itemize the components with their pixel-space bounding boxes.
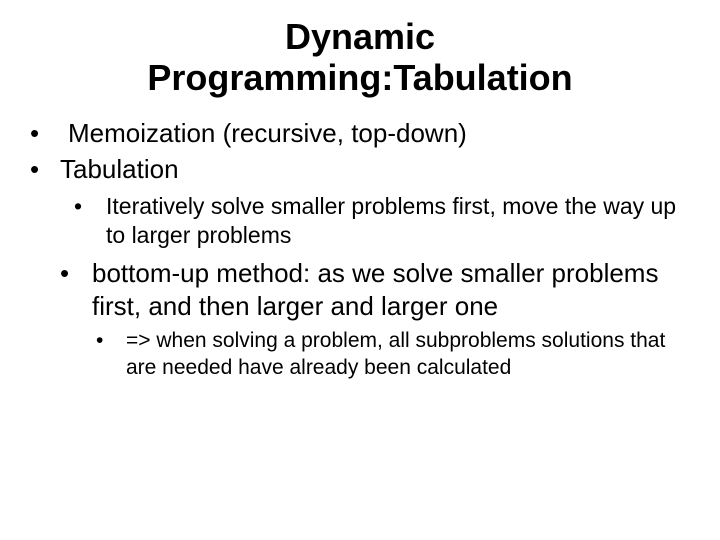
bullet-level1: • Tabulation — [24, 153, 696, 186]
bullet-text: => when solving a problem, all subproble… — [126, 328, 696, 381]
title-line-1: Dynamic — [285, 16, 435, 57]
bullet-level2: • bottom-up method: as we solve smaller … — [60, 257, 696, 322]
bullet-dot-icon: • — [24, 153, 60, 186]
bullet-dot-icon: • — [96, 328, 126, 381]
bullet-level3: • => when solving a problem, all subprob… — [96, 328, 696, 381]
bullet-text: bottom-up method: as we solve smaller pr… — [92, 257, 696, 322]
slide-container: Dynamic Programming:Tabulation • Memoiza… — [0, 0, 720, 540]
bullet-text: Tabulation — [60, 153, 696, 186]
bullet-text: Iteratively solve smaller problems first… — [106, 192, 696, 250]
bullet-level1: • Memoization (recursive, top-down) — [24, 117, 696, 150]
bullet-text: Memoization (recursive, top-down) — [60, 117, 696, 150]
bullet-dot-icon: • — [24, 117, 60, 150]
bullet-dot-icon: • — [60, 257, 92, 322]
bullet-dot-icon: • — [72, 192, 106, 250]
slide-title: Dynamic Programming:Tabulation — [24, 16, 696, 99]
title-line-2: Programming:Tabulation — [147, 57, 572, 98]
bullet-level2: • Iteratively solve smaller problems fir… — [72, 192, 696, 250]
